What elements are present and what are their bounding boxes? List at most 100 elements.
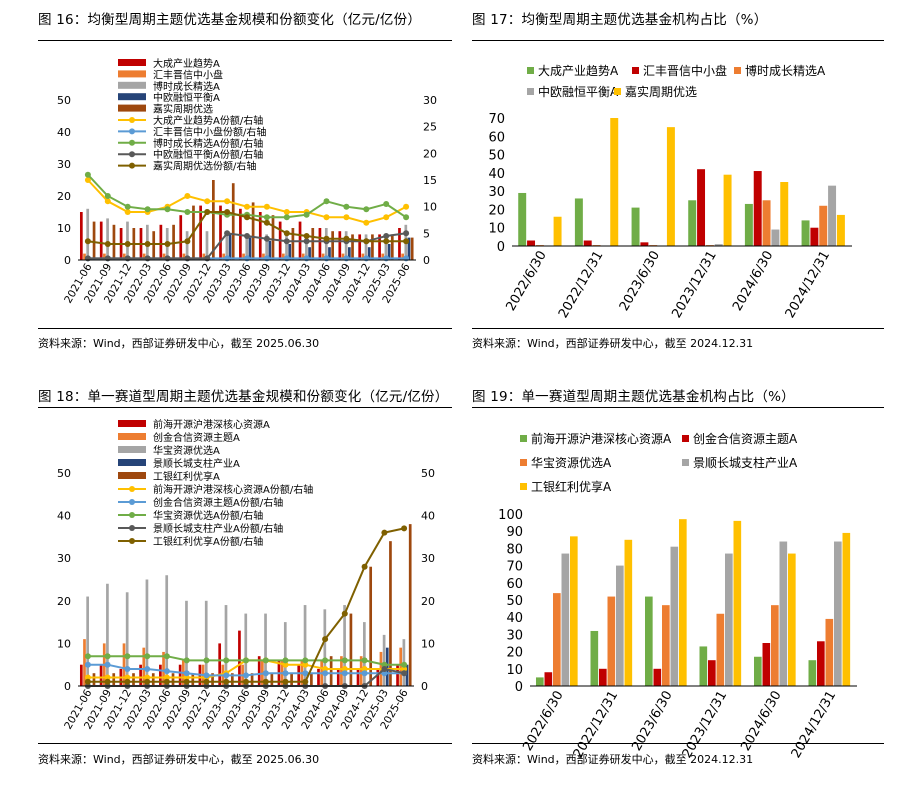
x-tick-label: 2023/6/30	[617, 249, 663, 314]
bar	[699, 646, 708, 686]
bar	[714, 244, 723, 246]
line-point	[104, 674, 111, 681]
bar	[83, 253, 86, 260]
figure-19-title: 图 19：单一赛道型周期主题优选基金机构占比（%）	[472, 389, 795, 405]
legend-marker	[129, 499, 135, 505]
line-point	[124, 241, 131, 247]
bar	[780, 182, 789, 246]
bar	[162, 253, 166, 260]
line-point	[401, 670, 408, 677]
bar	[819, 205, 828, 246]
y2-tick-label: 5	[423, 227, 430, 240]
bar	[771, 605, 779, 686]
legend-label: 大成产业趋势A	[538, 64, 619, 78]
line-point	[302, 657, 309, 664]
bar	[311, 228, 315, 260]
bar	[83, 639, 86, 686]
line-point	[343, 235, 350, 242]
x-tick-label: 2022/12/31	[556, 249, 606, 321]
line-point	[303, 238, 310, 245]
legend-marker	[129, 486, 135, 492]
bar	[248, 237, 252, 260]
y-tick-label: 30	[57, 158, 71, 171]
bar	[305, 234, 308, 260]
bar	[610, 118, 619, 246]
line-point	[263, 203, 270, 210]
bar	[79, 664, 83, 686]
line-point	[403, 203, 410, 210]
bar	[405, 664, 409, 686]
bar	[224, 605, 228, 686]
y-tick-label: 10	[488, 222, 505, 237]
bar	[670, 546, 679, 686]
y-tick-label: 70	[488, 112, 505, 127]
bar	[518, 192, 527, 246]
bar	[291, 228, 295, 260]
bar	[318, 228, 322, 260]
figure-18-source: 资料来源：Wind，西部证券研发中心，截至 2025.06.30	[38, 753, 320, 766]
legend-label: 嘉实周期优选	[625, 84, 697, 99]
y-tick-label: 0	[515, 680, 523, 695]
bar	[408, 524, 412, 686]
line-point	[283, 230, 290, 237]
figure-18-chart: 01020304050010203040502021-062021-092021…	[57, 418, 435, 731]
bar	[723, 174, 732, 246]
line-point	[224, 209, 231, 215]
line-point	[401, 661, 408, 668]
line-point	[84, 661, 91, 668]
bar	[708, 660, 716, 686]
line-point	[403, 238, 410, 245]
bar	[407, 237, 411, 260]
line-point	[223, 657, 230, 664]
line-point	[124, 203, 131, 210]
line-point	[361, 670, 368, 677]
bar	[238, 630, 241, 686]
bar	[590, 630, 599, 686]
bar	[204, 600, 208, 686]
bar	[371, 234, 374, 260]
line-point	[282, 678, 289, 685]
legend-marker	[129, 538, 135, 544]
bar	[828, 185, 837, 246]
legend-label: 创金合信资源主题A份额/右轴	[153, 496, 283, 509]
bar	[364, 234, 368, 260]
line-point	[104, 193, 111, 199]
line-point	[401, 666, 408, 672]
line-point	[104, 653, 111, 660]
line-point	[363, 206, 370, 213]
bar	[396, 664, 399, 686]
y-tick-label: 0	[497, 240, 505, 255]
line-point	[283, 209, 290, 215]
bar	[733, 520, 742, 686]
line-point	[203, 672, 210, 679]
legend-swatch	[520, 483, 527, 490]
y-tick-label: 40	[57, 126, 71, 139]
y2-tick-label: 10	[423, 201, 437, 214]
line-point	[322, 666, 329, 672]
line-point	[144, 241, 151, 247]
legend-label: 前海开源沪港深核心资源A	[531, 431, 672, 446]
bar	[341, 253, 345, 260]
line-point	[84, 678, 91, 685]
bar	[697, 169, 706, 246]
line-point	[401, 525, 408, 532]
y2-tick-label: 40	[421, 510, 435, 523]
bar	[631, 207, 640, 246]
legend-swatch	[118, 446, 146, 453]
bar	[744, 203, 753, 246]
bar	[106, 583, 109, 686]
line-point	[302, 670, 309, 677]
line-point	[283, 214, 290, 221]
line-point	[403, 230, 410, 237]
y-tick-label: 60	[506, 577, 523, 592]
legend-label: 嘉实周期优选份额/右轴	[153, 160, 256, 173]
line-point	[163, 674, 170, 681]
legend-label: 嘉实周期优选	[153, 103, 213, 116]
line-point	[383, 201, 390, 207]
bar	[165, 575, 169, 686]
y-tick-label: 50	[57, 94, 71, 107]
bar	[348, 247, 351, 260]
bar	[205, 231, 209, 260]
line-point	[204, 209, 211, 215]
line-point	[144, 674, 151, 681]
